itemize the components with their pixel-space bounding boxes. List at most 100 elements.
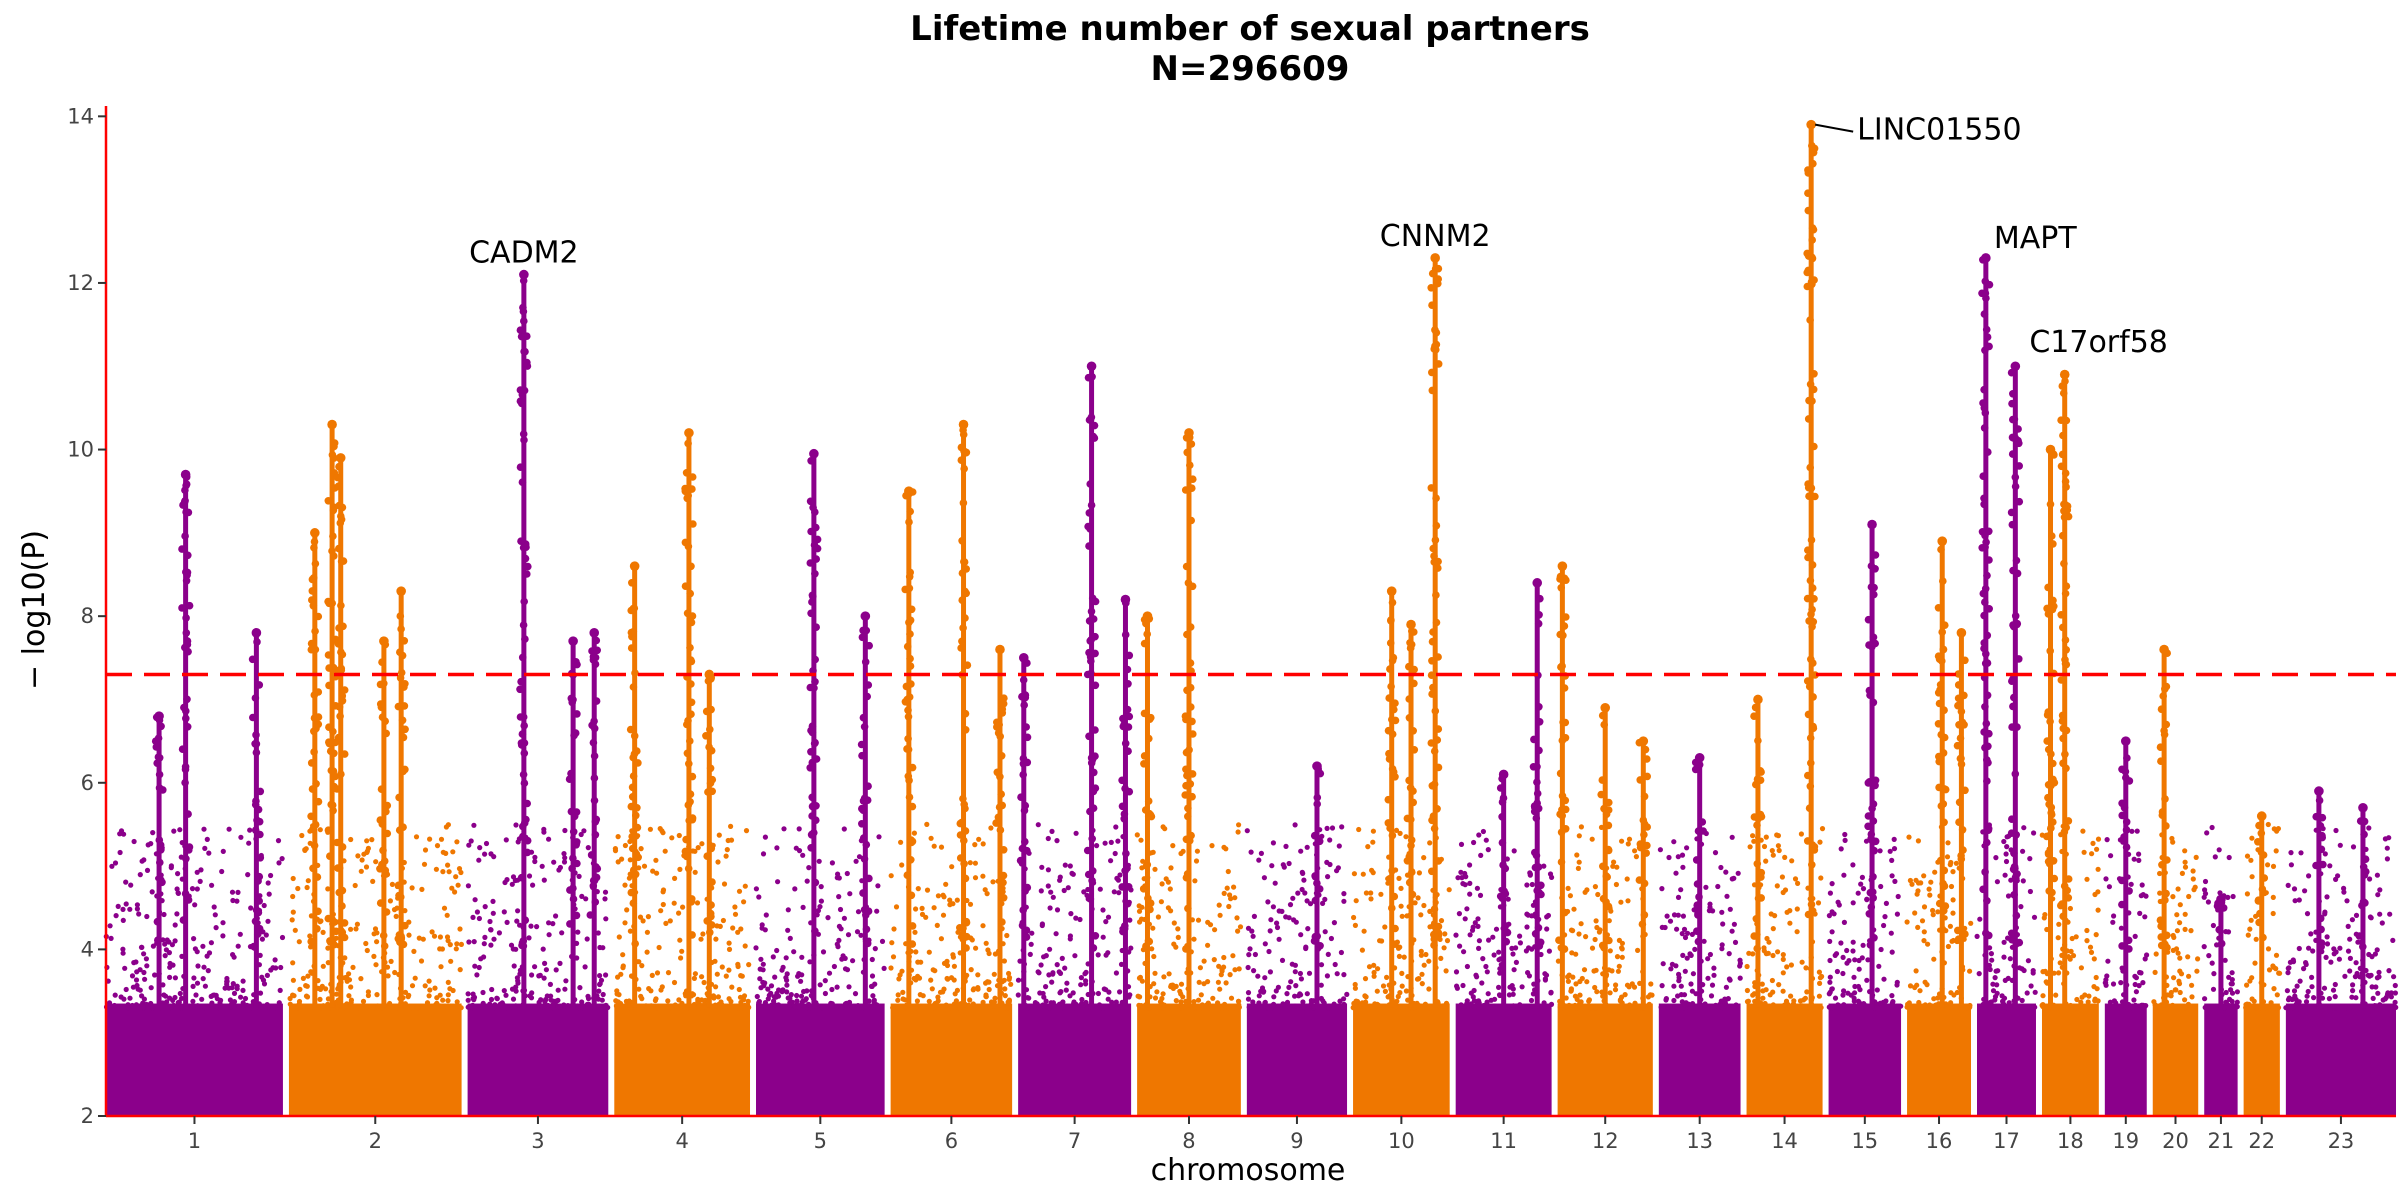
x-tick-label: 21	[2208, 1129, 2235, 1153]
chr-16-lead-snp	[1956, 628, 1967, 638]
y-tick-label: 12	[67, 271, 94, 295]
x-tick-label: 14	[1771, 1129, 1798, 1153]
chart-title: Lifetime number of sexual partners	[910, 9, 1590, 49]
y-tick-label: 8	[81, 604, 94, 628]
chr-4-lead-snp	[684, 428, 694, 438]
chr-23-baseline-band	[2285, 1003, 2396, 1116]
chr-6-lead-snp	[958, 419, 969, 430]
chr-10-lead-snp	[1386, 586, 1397, 596]
chr-13-lead-snp	[1694, 752, 1705, 763]
x-tick-label: 16	[1926, 1129, 1953, 1153]
chr-1-baseline-band	[106, 1003, 283, 1116]
chr-10-lead-snp	[1430, 253, 1440, 263]
chr-11-lead-snp	[1498, 769, 1509, 780]
chr-8-baseline-band	[1137, 1003, 1241, 1116]
chr-15-baseline-band	[1828, 1003, 1902, 1116]
chr-6-lead-snp	[904, 486, 914, 497]
x-tick-label: 8	[1182, 1129, 1195, 1153]
chr-5-lead-snp	[809, 448, 819, 459]
x-tick-label: 11	[1490, 1129, 1517, 1153]
x-tick-label: 13	[1686, 1129, 1713, 1153]
chr-14-lead-snp	[1806, 119, 1816, 130]
chr-7-lead-snp	[1018, 653, 1029, 663]
gene-label-mapt: MAPT	[1994, 221, 2077, 256]
chr-10-baseline-band	[1353, 1003, 1450, 1116]
chr-2-lead-snp	[335, 453, 346, 463]
chr-18-lead-snp	[2045, 444, 2056, 455]
chr-18-baseline-band	[2041, 1003, 2099, 1116]
chr-20-baseline-band	[2152, 1003, 2199, 1116]
chr-20-lead-snp	[2159, 644, 2169, 655]
chr-21-baseline-band	[2204, 1003, 2238, 1116]
x-tick-label: 1	[188, 1129, 201, 1153]
gene-label-linc01550: LINC01550	[1857, 113, 2021, 148]
chr-17-lead-snp	[1981, 253, 1991, 263]
chr-19-baseline-band	[2104, 1003, 2147, 1116]
chr-11-lead-snp	[1532, 578, 1543, 588]
chr-21-lead-snp	[2216, 894, 2226, 905]
chr-14-lead-snp	[1753, 694, 1763, 705]
chr-2-lead-snp	[396, 586, 406, 596]
x-tick-label: 4	[675, 1129, 688, 1153]
chr-2-baseline-band	[288, 1003, 462, 1116]
x-tick-label: 17	[1993, 1129, 2020, 1153]
chr-4-baseline-band	[614, 1003, 751, 1116]
chr-23-lead-snp	[2358, 802, 2368, 813]
snp-points	[103, 821, 2399, 1116]
x-tick-label: 2	[369, 1129, 382, 1153]
gene-label-cadm2: CADM2	[469, 236, 579, 271]
x-tick-label: 22	[2248, 1129, 2275, 1153]
x-tick-label: 9	[1290, 1129, 1303, 1153]
chr-1-lead-snp	[251, 628, 262, 638]
x-tick-label: 18	[2057, 1129, 2084, 1153]
chr-1-lead-snp	[180, 469, 191, 480]
chr-17-lead-snp	[2010, 361, 2021, 372]
chr-19-lead-snp	[2120, 736, 2131, 746]
chr-2-lead-snp	[310, 528, 320, 538]
x-tick-label: 7	[1068, 1129, 1081, 1153]
chr-7-lead-snp	[1086, 361, 1097, 372]
gene-label-leader-line	[1814, 123, 1854, 133]
chr-3-lead-snp	[519, 269, 529, 280]
chr-14-baseline-band	[1746, 1003, 1823, 1116]
y-tick-label: 4	[81, 937, 94, 961]
chr-9-lead-snp	[1312, 761, 1322, 771]
chr-18-lead-snp	[2059, 369, 2070, 380]
chr-12-baseline-band	[1557, 1003, 1653, 1116]
chr-9-baseline-band	[1246, 1003, 1348, 1116]
chr-10-lead-snp	[1406, 619, 1416, 630]
chr-6-baseline-band	[890, 1003, 1013, 1116]
chr-4-lead-snp	[629, 561, 640, 571]
x-tick-label: 15	[1851, 1129, 1878, 1153]
x-axis-ticks: 1 2 3 4 5 6 7 8 9 10 11 12 13 14 15 16 17 18 19 20 21 22 23	[188, 1116, 2355, 1153]
y-tick-label: 2	[81, 1104, 94, 1128]
chr-2-lead-snp	[379, 636, 389, 646]
y-tick-label: 6	[81, 771, 94, 795]
chr-5-baseline-band	[756, 1003, 885, 1116]
chr-11-baseline-band	[1455, 1003, 1552, 1116]
x-tick-label: 6	[945, 1129, 958, 1153]
chr-16-lead-snp	[1937, 536, 1948, 546]
chart-subtitle: N=296609	[1151, 49, 1350, 89]
chr-8-lead-snp	[1184, 428, 1194, 438]
x-tick-label: 5	[814, 1129, 827, 1153]
x-tick-label: 10	[1388, 1129, 1415, 1153]
chr-12-lead-snp	[1557, 561, 1568, 571]
gene-label-c17orf58: C17orf58	[2029, 325, 2168, 360]
y-tick-label: 14	[67, 104, 94, 128]
x-tick-label: 23	[2328, 1129, 2355, 1153]
chr-3-baseline-band	[467, 1003, 609, 1116]
chr-22-baseline-band	[2243, 1003, 2280, 1116]
chr-17-baseline-band	[1977, 1003, 2036, 1116]
chr-12-lead-snp	[1638, 736, 1649, 746]
chr-7-lead-snp	[1120, 594, 1131, 605]
x-tick-label: 12	[1592, 1129, 1619, 1153]
chr-5-lead-snp	[860, 611, 871, 621]
chr-1-lead-snp	[154, 711, 164, 721]
y-axis-title: − log10(P)	[17, 530, 52, 690]
chr-15-lead-snp	[1867, 519, 1877, 530]
x-axis-title: chromosome	[1151, 1153, 1346, 1188]
chr-7-baseline-band	[1018, 1003, 1132, 1116]
x-tick-label: 20	[2162, 1129, 2189, 1153]
chr-22-lead-snp	[2256, 811, 2267, 821]
